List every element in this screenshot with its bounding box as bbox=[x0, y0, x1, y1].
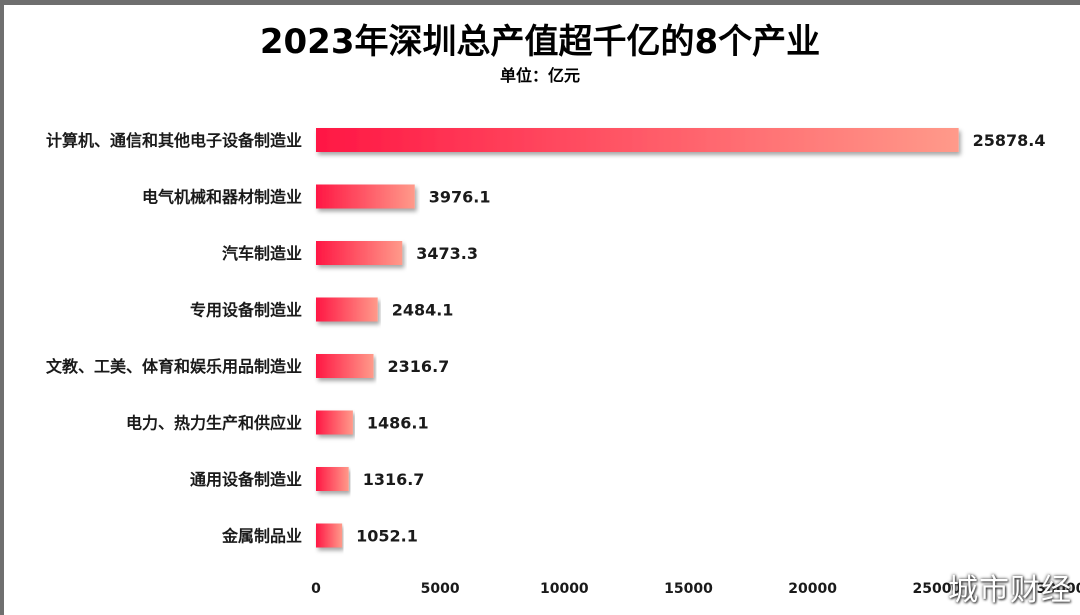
category-label-5: 文教、工美、体育和娱乐用品制造业 bbox=[46, 357, 302, 376]
x-tick-label-6: 25000 bbox=[912, 581, 961, 597]
bar-4 bbox=[316, 297, 378, 322]
top-border bbox=[0, 0, 1080, 5]
x-tick-label-4: 15000 bbox=[664, 581, 713, 597]
x-tick-label-2: 5000 bbox=[421, 581, 460, 597]
value-label-2: 3976.1 bbox=[429, 188, 491, 207]
category-labels-layer: 计算机、通信和其他电子设备制造业电气机械和器材制造业汽车制造业专用设备制造业文教… bbox=[46, 131, 302, 546]
bars-layer bbox=[316, 128, 959, 548]
chart-title: 2023年深圳总产值超千亿的8个产业 bbox=[259, 22, 821, 62]
category-label-4: 专用设备制造业 bbox=[190, 301, 302, 320]
category-label-6: 电力、热力生产和供应业 bbox=[126, 414, 302, 433]
x-tick-label-1: 0 bbox=[311, 581, 321, 597]
bar-6 bbox=[316, 410, 353, 435]
category-label-3: 汽车制造业 bbox=[222, 244, 302, 263]
x-tick-label-5: 20000 bbox=[788, 581, 837, 597]
bar-8 bbox=[316, 523, 343, 548]
bar-3 bbox=[316, 241, 403, 265]
chart-subtitle: 单位：亿元 bbox=[499, 66, 580, 85]
category-label-1: 计算机、通信和其他电子设备制造业 bbox=[46, 131, 302, 150]
value-label-6: 1486.1 bbox=[367, 414, 429, 433]
value-label-5: 2316.7 bbox=[388, 357, 450, 376]
value-label-4: 2484.1 bbox=[392, 301, 454, 320]
x-tick-label-7: 30000 bbox=[1037, 581, 1080, 597]
value-label-7: 1316.7 bbox=[363, 470, 425, 489]
x-tick-label-3: 10000 bbox=[540, 581, 589, 597]
value-labels-layer: 25878.4 3976.1 3473.3 2484.1 2316.7 1486.1 131… bbox=[356, 131, 1045, 546]
watermark-text: 城市财经 bbox=[948, 573, 1072, 608]
bar-1 bbox=[316, 128, 959, 152]
bar-7 bbox=[316, 467, 349, 491]
value-label-1: 25878.4 bbox=[973, 131, 1046, 150]
left-border bbox=[0, 0, 4, 615]
category-label-2: 电气机械和器材制造业 bbox=[142, 188, 302, 207]
category-label-8: 金属制品业 bbox=[221, 527, 302, 546]
x-axis-ticks: 0 5000 10000 15000 20000 25000 30000 bbox=[311, 581, 1080, 597]
value-label-8: 1052.1 bbox=[356, 527, 418, 546]
bar-5 bbox=[316, 354, 374, 378]
bar-2 bbox=[316, 184, 415, 209]
value-label-3: 3473.3 bbox=[416, 244, 478, 263]
category-label-7: 通用设备制造业 bbox=[190, 470, 302, 489]
